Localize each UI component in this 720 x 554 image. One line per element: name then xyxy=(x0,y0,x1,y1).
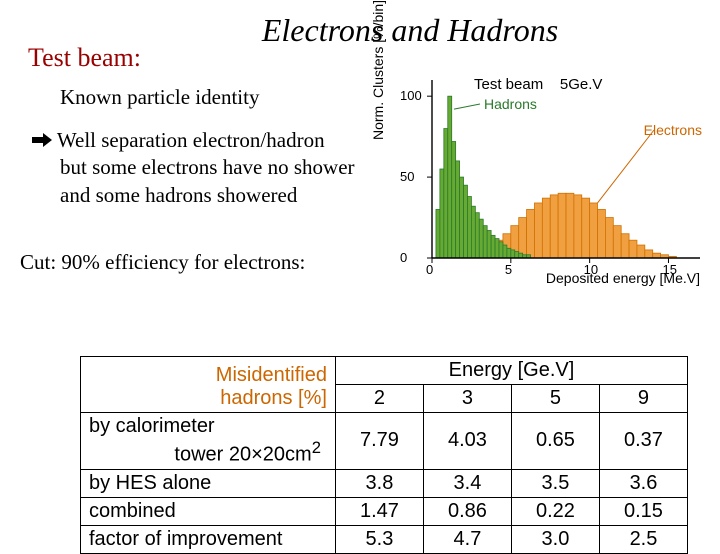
chart-xtick: 10 xyxy=(584,262,598,277)
chart-ytick: 100 xyxy=(400,88,422,103)
chart-svg xyxy=(384,74,706,284)
chart-xtick: 5 xyxy=(505,262,512,277)
arrow-icon xyxy=(32,132,52,148)
table-cell: 7.79 xyxy=(335,413,423,470)
table-cell: 5.3 xyxy=(335,525,423,553)
table-cell: 0.65 xyxy=(511,413,599,470)
chart-xtick: 15 xyxy=(662,262,676,277)
table-header-misid: Misidentified hadrons [%] xyxy=(81,357,336,413)
table-cell: 1.47 xyxy=(335,497,423,525)
table-header-energy: Energy [Ge.V] xyxy=(335,357,687,385)
table-energy-col: 3 xyxy=(423,385,511,413)
table-cell: 4.03 xyxy=(423,413,511,470)
chart-xtick: 0 xyxy=(426,262,433,277)
table-row-label: by calorimetertower 20×20cm2 xyxy=(81,413,336,470)
table-cell: 0.22 xyxy=(511,497,599,525)
table-cell: 4.7 xyxy=(423,525,511,553)
chart-legend-electrons: Electrons xyxy=(644,122,702,138)
table-cell: 3.0 xyxy=(511,525,599,553)
table-row-label: factor of improvement xyxy=(81,525,336,553)
histogram-chart: Norm. Clusters [%/bin] Deposited energy … xyxy=(384,74,706,284)
chart-title: Test beam 5Ge.V xyxy=(474,76,602,93)
table-cell: 3.4 xyxy=(423,469,511,497)
chart-legend-hadrons: Hadrons xyxy=(484,96,537,112)
chart-ytick: 50 xyxy=(400,169,414,184)
table-cell: 3.6 xyxy=(599,469,687,497)
table-row-label: combined xyxy=(81,497,336,525)
table-energy-col: 2 xyxy=(335,385,423,413)
chart-ytick: 0 xyxy=(400,250,407,265)
slide-title: Electrons and Hadrons xyxy=(0,0,720,49)
table-cell: 2.5 xyxy=(599,525,687,553)
table-energy-col: 9 xyxy=(599,385,687,413)
table-cell: 0.15 xyxy=(599,497,687,525)
table-row-label: by HES alone xyxy=(81,469,336,497)
table-energy-col: 5 xyxy=(511,385,599,413)
misid-table: Misidentified hadrons [%] Energy [Ge.V] … xyxy=(80,356,688,554)
table-cell: 0.37 xyxy=(599,413,687,470)
table-cell: 3.8 xyxy=(335,469,423,497)
chart-ylabel: Norm. Clusters [%/bin] xyxy=(370,0,386,140)
table-cell: 0.86 xyxy=(423,497,511,525)
text-well-separation: Well separation electron/hadron xyxy=(57,128,325,152)
table-cell: 3.5 xyxy=(511,469,599,497)
